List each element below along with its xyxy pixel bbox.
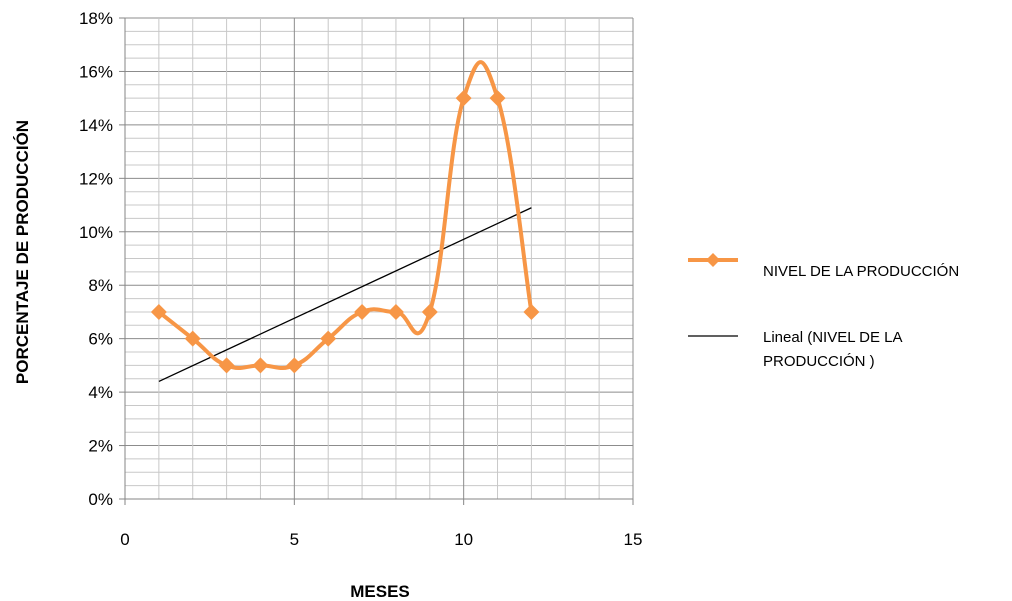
y-tick-label: 18% xyxy=(79,9,113,28)
x-tick-label: 5 xyxy=(290,530,299,549)
legend: NIVEL DE LA PRODUCCIÓN Lineal (NIVEL DE L… xyxy=(688,253,959,370)
y-tick-label: 12% xyxy=(79,169,113,188)
x-tick-label: 0 xyxy=(120,530,129,549)
data-point-marker xyxy=(421,303,438,320)
data-point-marker xyxy=(150,303,167,320)
y-tick-label: 14% xyxy=(79,116,113,135)
x-axis-title: MESES xyxy=(350,582,410,601)
data-point-marker xyxy=(489,90,506,107)
data-point-marker xyxy=(523,303,540,320)
data-point-marker xyxy=(387,303,404,320)
legend-label-trendline: Lineal (NIVEL DE LA PRODUCCIÓN ) xyxy=(763,329,903,370)
legend-marker-series xyxy=(706,253,720,267)
y-tick-label: 8% xyxy=(88,276,113,295)
data-point-marker xyxy=(354,303,371,320)
y-tick-label: 6% xyxy=(88,330,113,349)
y-axis-title: PORCENTAJE DE PRODUCCIÓN xyxy=(13,120,32,384)
data-point-marker xyxy=(286,357,303,374)
data-point-marker xyxy=(252,357,269,374)
series-line xyxy=(157,60,534,371)
data-point-marker xyxy=(184,330,201,347)
trendline xyxy=(158,207,532,383)
grid xyxy=(124,17,634,500)
x-tick-label: 15 xyxy=(624,530,643,549)
legend-label-series: NIVEL DE LA PRODUCCIÓN xyxy=(763,263,959,280)
tick-labels: 0% 2% 4% 6% 8% 10% 12% 14% 16% 18% 0 5 10 15 xyxy=(79,9,642,549)
data-point-marker xyxy=(455,90,472,107)
y-tick-label: 0% xyxy=(88,490,113,509)
y-tick-label: 2% xyxy=(88,437,113,456)
y-tick-label: 16% xyxy=(79,62,113,81)
axes xyxy=(119,17,634,505)
y-tick-label: 10% xyxy=(79,223,113,242)
data-point-marker xyxy=(218,357,235,374)
series-layer xyxy=(150,60,540,383)
y-tick-label: 4% xyxy=(88,383,113,402)
x-tick-label: 10 xyxy=(454,530,473,549)
data-point-marker xyxy=(320,330,337,347)
